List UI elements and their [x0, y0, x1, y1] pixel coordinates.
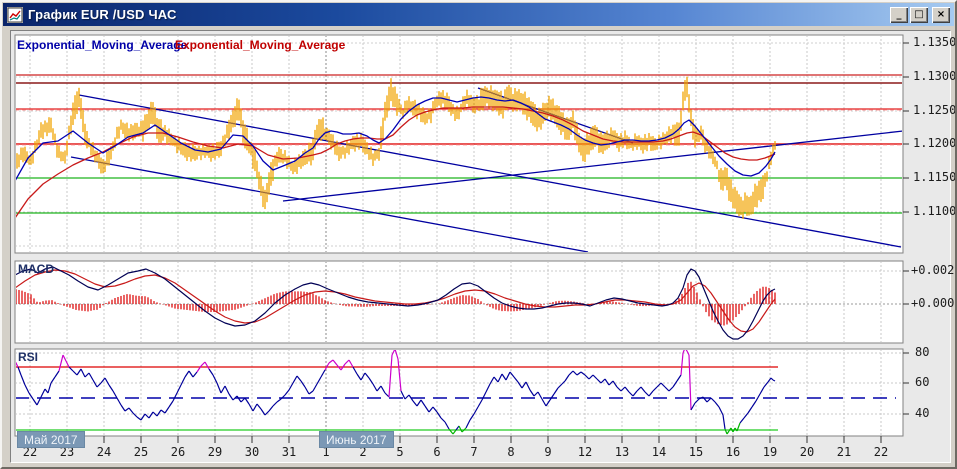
rsi-panel [16, 350, 902, 435]
window-title: График EUR /USD ЧАС [28, 7, 177, 22]
maximize-button[interactable]: □ [910, 6, 928, 23]
chart-canvas[interactable] [11, 31, 952, 464]
close-button[interactable]: × [932, 6, 950, 23]
minimize-button[interactable]: _ [890, 6, 908, 23]
price-panel [16, 36, 902, 252]
chart-client-area: Exponential_Moving_Average Exponential_M… [10, 30, 955, 464]
app-chart-icon [7, 6, 23, 23]
window-titlebar[interactable]: График EUR /USD ЧАС _ □ × [3, 3, 954, 26]
macd-panel [16, 262, 902, 342]
window-controls: _ □ × [890, 6, 950, 23]
